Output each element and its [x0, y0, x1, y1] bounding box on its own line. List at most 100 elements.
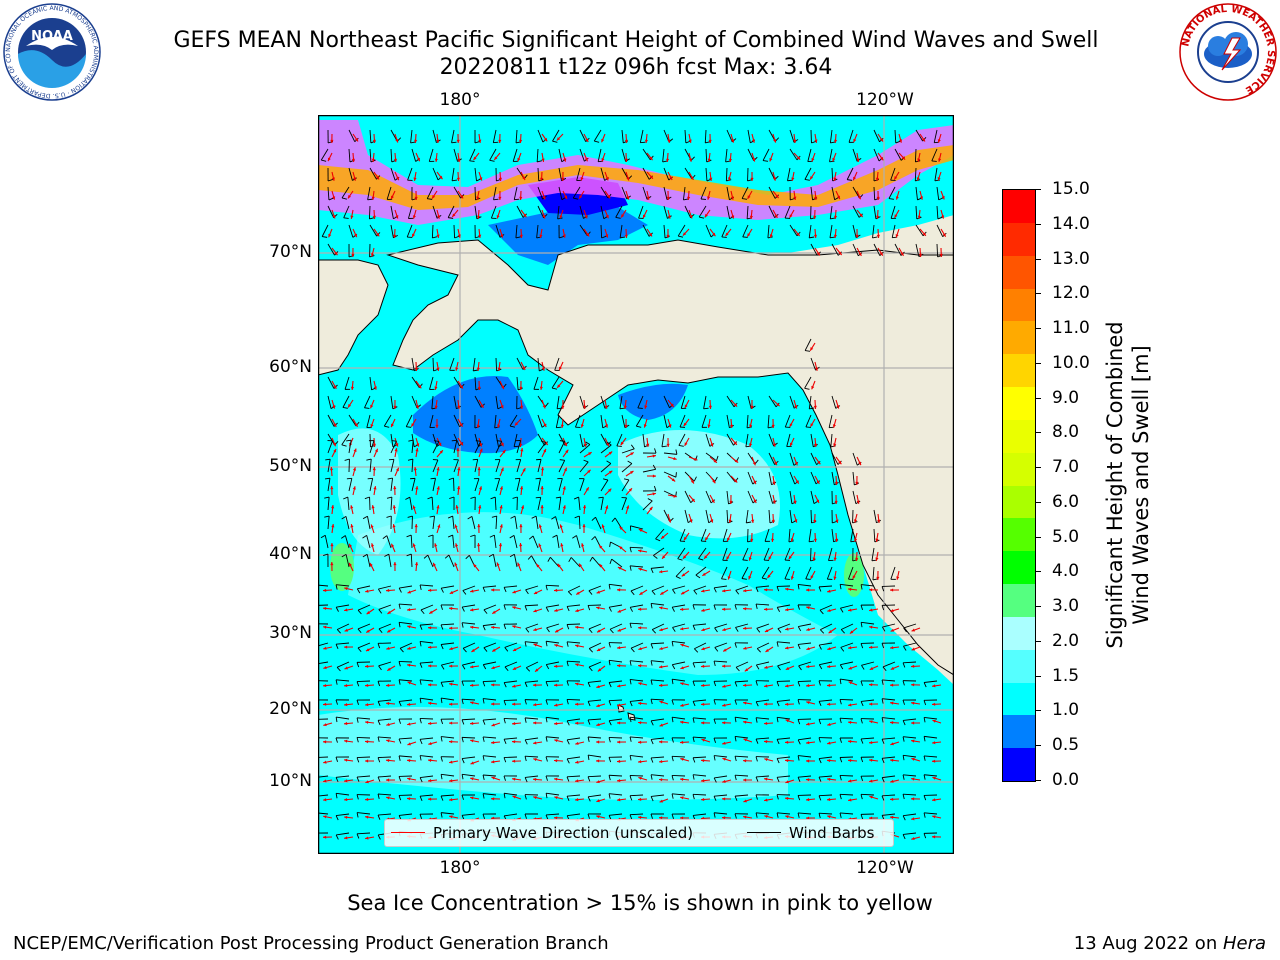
- wind-barb-flag: [474, 426, 480, 429]
- colorbar-segment: [1003, 222, 1035, 257]
- wave-arrow-head: [806, 606, 810, 610]
- wind-barb-flag: [606, 460, 612, 464]
- wind-barb: [471, 516, 476, 530]
- wind-barb: [356, 680, 371, 683]
- wind-barb: [700, 528, 707, 542]
- wave-arrow-head: [328, 233, 332, 238]
- wave-arrow-head: [621, 214, 625, 218]
- wind-barb-flag: [810, 559, 816, 562]
- wave-arrow-head: [512, 777, 516, 781]
- wind-barb-flag: [335, 793, 338, 799]
- wind-barb-flag: [503, 682, 507, 688]
- wave-arrow-head: [366, 611, 371, 615]
- wind-barb: [411, 357, 415, 371]
- wind-barb-flag: [629, 607, 633, 612]
- wind-barb: [588, 754, 602, 758]
- wind-barb: [692, 793, 707, 796]
- wind-barb: [672, 585, 686, 590]
- wave-arrow-head: [890, 797, 894, 801]
- wind-barb-flag: [527, 555, 532, 560]
- wind-barb-flag: [473, 369, 479, 372]
- wind-barb-flag: [398, 795, 402, 801]
- wave-arrow-head: [709, 177, 713, 181]
- wind-barb-flag: [640, 141, 646, 144]
- wind-barb: [705, 490, 712, 504]
- wind-barb: [566, 775, 581, 778]
- wind-barb-flag: [447, 534, 453, 538]
- wave-arrow-head: [456, 177, 460, 181]
- wind-barb: [336, 775, 350, 778]
- wave-arrow-head: [790, 576, 794, 580]
- wave-arrow-head: [723, 648, 727, 652]
- wind-barb: [378, 585, 392, 590]
- wave-arrow-head: [478, 486, 483, 490]
- wave-arrow-head: [816, 252, 820, 256]
- wave-arrow-head: [785, 719, 790, 723]
- wave-arrow-head: [457, 234, 461, 238]
- wave-arrow-head: [601, 524, 605, 528]
- wave-arrow-head: [407, 758, 411, 763]
- wave-arrow-head: [689, 215, 693, 219]
- wind-barb: [861, 737, 875, 740]
- wave-arrow-head: [478, 234, 482, 238]
- wind-barb: [828, 547, 833, 561]
- wind-barb: [621, 448, 635, 454]
- wind-barb-flag: [503, 739, 507, 744]
- wave-arrow-head: [476, 367, 480, 371]
- wind-barb: [474, 459, 479, 473]
- wind-barb: [474, 433, 479, 447]
- wave-arrow-head: [659, 778, 663, 782]
- wind-barb: [453, 395, 457, 409]
- wave-arrow-head: [386, 796, 390, 800]
- wind-barb: [819, 604, 833, 611]
- wind-barb: [630, 525, 644, 530]
- wind-barb-flag: [496, 440, 502, 442]
- wind-barb-flag: [734, 681, 738, 687]
- wind-barb: [411, 458, 414, 473]
- wave-arrow-head: [848, 739, 852, 744]
- wind-barb-flag: [675, 491, 677, 497]
- wind-barb: [348, 478, 353, 492]
- wind-barb: [342, 395, 350, 408]
- wind-barb: [651, 794, 665, 797]
- wind-barb: [768, 509, 771, 523]
- wind-barb: [474, 376, 477, 391]
- wave-arrow-head: [354, 233, 357, 238]
- wave-arrow-head: [828, 630, 833, 634]
- wave-arrow-head: [365, 589, 369, 593]
- wave-arrow-head: [519, 234, 523, 238]
- wind-barb: [525, 585, 539, 591]
- wind-barb: [777, 775, 791, 778]
- wind-barb-flag: [512, 496, 518, 499]
- wind-barb: [756, 717, 770, 720]
- wind-barb-flag: [587, 776, 591, 782]
- wind-barb-flag: [652, 464, 657, 470]
- wind-barb: [756, 775, 770, 778]
- wind-barb: [327, 414, 335, 427]
- wave-arrow-head: [470, 761, 474, 765]
- wind-barb: [554, 357, 560, 371]
- wind-barb-flag: [819, 609, 824, 615]
- wind-barb-flag: [566, 699, 569, 705]
- wind-barb: [503, 718, 518, 720]
- wind-barb-flag: [589, 556, 593, 562]
- wave-arrow-head: [563, 467, 567, 472]
- wind-barb-flag: [428, 534, 434, 537]
- wave-arrow-head: [638, 776, 642, 780]
- wave-arrow-head: [449, 760, 453, 764]
- wave-arrow-head: [544, 137, 548, 142]
- wave-arrow-head: [813, 215, 817, 219]
- wind-barb: [419, 718, 434, 720]
- wind-barb: [663, 395, 670, 408]
- wind-barb-flag: [398, 718, 401, 724]
- wave-arrow-head: [539, 234, 543, 238]
- wind-barb: [420, 661, 434, 664]
- wave-arrow-head: [638, 647, 642, 651]
- wind-barb: [871, 547, 875, 561]
- wind-barb: [873, 186, 876, 201]
- wave-arrow-head: [688, 139, 692, 143]
- wind-barb-flag: [830, 141, 836, 144]
- wind-barb: [663, 509, 671, 522]
- wind-barb-flag: [537, 160, 543, 163]
- wave-arrow-head: [764, 684, 768, 688]
